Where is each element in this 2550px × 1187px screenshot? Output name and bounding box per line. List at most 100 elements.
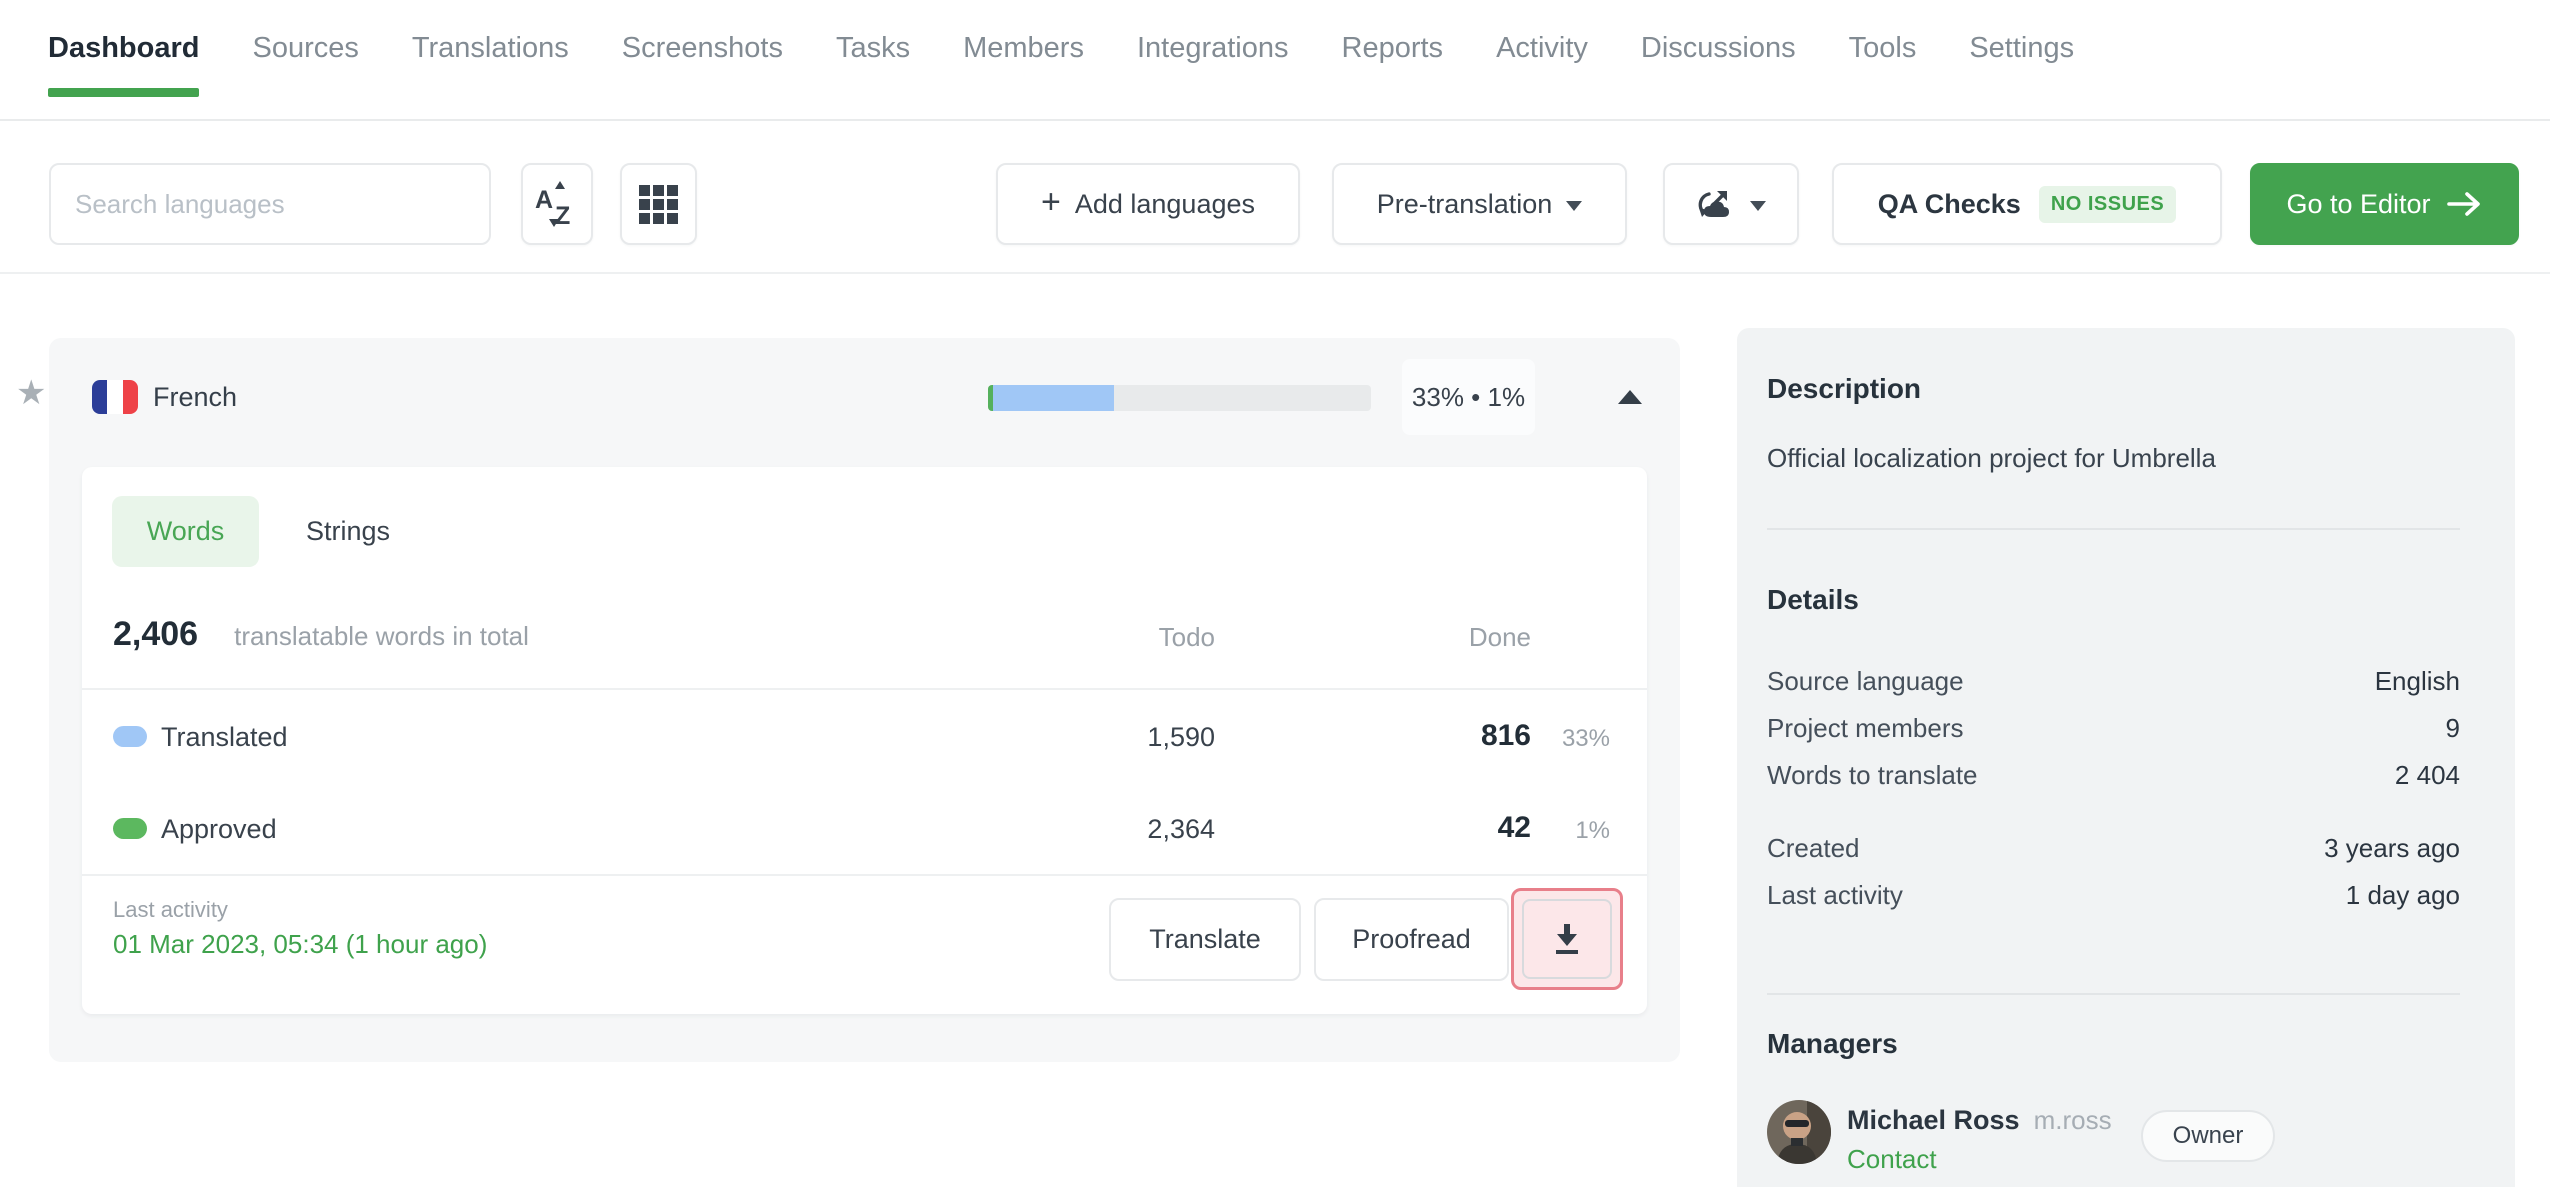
progress-percentage-badge: 33% • 1% — [1402, 359, 1535, 435]
detail-row: Words to translate 2 404 — [1767, 752, 2460, 799]
nav-tab[interactable]: Settings — [1969, 32, 2075, 64]
avatar-photo — [1767, 1100, 1831, 1164]
nav-divider — [0, 119, 2550, 121]
manager-name-row: Michael Ross m.ross — [1847, 1105, 2112, 1136]
nav-tab[interactable]: Translations — [411, 32, 569, 64]
cloud-sync-dropdown[interactable] — [1663, 163, 1799, 245]
proofread-button[interactable]: Proofread — [1314, 898, 1509, 981]
details-title: Details — [1767, 584, 1859, 615]
sort-alphabetical-button[interactable]: A Z — [521, 163, 593, 245]
status-dot-icon — [113, 726, 147, 747]
detail-label: Created — [1767, 833, 1860, 863]
manager-username: m.ross — [2033, 1105, 2112, 1135]
progress-bar — [988, 385, 1371, 411]
stat-done-value: 816 — [1480, 719, 1531, 752]
last-activity-label: Last activity — [113, 897, 228, 922]
favorite-star-icon[interactable]: ★ — [16, 374, 47, 412]
column-header-done: Done — [1468, 622, 1531, 652]
nav-tab[interactable]: Dashboard — [48, 32, 200, 97]
qa-checks-button[interactable]: QA Checks NO ISSUES — [1832, 163, 2222, 245]
stats-rows: Translated 1,590 816 33% Approved 2,364 … — [82, 690, 1647, 874]
stat-todo-value: 1,590 — [1147, 722, 1215, 752]
stats-panel: Words Strings 2,406 translatable words i… — [82, 467, 1647, 1014]
nav-tab[interactable]: Members — [963, 32, 1084, 64]
go-to-editor-button[interactable]: Go to Editor — [2250, 163, 2519, 245]
collapse-card-button[interactable] — [1607, 374, 1653, 420]
language-name: French — [153, 382, 238, 412]
detail-label: Source language — [1767, 666, 1964, 696]
arrow-right-icon — [2446, 192, 2480, 216]
manager-avatar — [1767, 1100, 1831, 1164]
toolbar-divider — [0, 272, 2550, 274]
nav-tab[interactable]: Tasks — [835, 32, 911, 64]
stat-done-value: 42 — [1497, 811, 1531, 844]
pre-translation-dropdown[interactable]: Pre-translation — [1332, 163, 1627, 245]
add-languages-button[interactable]: + Add languages — [996, 163, 1300, 245]
detail-label: Last activity — [1767, 880, 1903, 910]
qa-checks-label: QA Checks — [1877, 188, 2021, 219]
detail-row: Created 3 years ago — [1767, 825, 2460, 872]
pre-translation-label: Pre-translation — [1376, 188, 1553, 219]
total-words-caption: translatable words in total — [234, 621, 529, 651]
sidebar-divider — [1767, 993, 2460, 995]
download-icon — [1556, 924, 1578, 954]
go-to-editor-label: Go to Editor — [2286, 188, 2431, 219]
owner-role-badge: Owner — [2141, 1110, 2275, 1162]
panel-divider — [82, 688, 1647, 690]
sort-az-icon: A Z — [535, 181, 570, 227]
stat-row: Translated 1,590 816 33% — [82, 690, 1647, 782]
download-button[interactable] — [1522, 899, 1612, 979]
manager-contact-link[interactable]: Contact — [1847, 1144, 1937, 1174]
detail-label: Project members — [1767, 713, 1964, 743]
details-group-activity: Created 3 years ago Last activity 1 day … — [1767, 825, 2460, 919]
nav-tab[interactable]: Activity — [1496, 32, 1588, 64]
language-card-french: French 33% • 1% Words Strings 2,406 tran… — [49, 338, 1680, 1062]
grid-icon — [639, 184, 678, 224]
nav-tab[interactable]: Discussions — [1640, 32, 1796, 64]
chevron-down-icon — [1750, 201, 1766, 211]
chevron-up-icon — [1618, 390, 1642, 404]
description-title: Description — [1767, 373, 1922, 404]
main-nav: Dashboard Sources Translations Screensho… — [48, 32, 2074, 97]
tab-strings[interactable]: Strings — [306, 516, 391, 546]
grid-view-button[interactable] — [620, 163, 697, 245]
stat-row: Approved 2,364 42 1% — [82, 782, 1647, 874]
detail-value: 9 — [2445, 713, 2460, 743]
translate-button[interactable]: Translate — [1109, 898, 1301, 981]
plus-icon: + — [1040, 183, 1061, 221]
nav-tab[interactable]: Reports — [1341, 32, 1444, 64]
detail-row: Source language English — [1767, 658, 2460, 705]
totals-row: 2,406 translatable words in total — [113, 615, 529, 654]
qa-status-badge: NO ISSUES — [2038, 185, 2177, 223]
chevron-down-icon — [1566, 201, 1583, 211]
detail-value: 3 years ago — [2324, 833, 2460, 863]
download-highlight-annotation — [1511, 888, 1623, 990]
nav-tab[interactable]: Sources — [252, 32, 359, 64]
status-dot-icon — [113, 818, 147, 839]
total-words-count: 2,406 — [113, 615, 199, 653]
nav-tab[interactable]: Integrations — [1136, 32, 1289, 64]
add-languages-label: Add languages — [1074, 188, 1255, 219]
nav-tab[interactable]: Tools — [1848, 32, 1917, 64]
detail-value: English — [2374, 666, 2460, 696]
sidebar-divider — [1767, 528, 2460, 530]
nav-tab[interactable]: Screenshots — [621, 32, 783, 64]
search-input[interactable] — [49, 163, 491, 245]
stat-label: Translated — [161, 722, 288, 752]
stat-label: Approved — [161, 814, 277, 844]
manager-name: Michael Ross — [1847, 1105, 2020, 1135]
progress-translated-segment — [993, 385, 1114, 411]
column-header-todo: Todo — [1158, 622, 1215, 652]
progress-approved-segment — [988, 385, 993, 411]
panel-divider — [82, 874, 1647, 876]
managers-title: Managers — [1767, 1028, 1898, 1059]
detail-row: Project members 9 — [1767, 705, 2460, 752]
tab-words[interactable]: Words — [112, 496, 259, 567]
last-activity-link[interactable]: 01 Mar 2023, 05:34 (1 hour ago) — [113, 929, 488, 959]
stat-todo-value: 2,364 — [1147, 814, 1215, 844]
stat-percent-value: 1% — [1575, 817, 1610, 844]
detail-value: 1 day ago — [2345, 880, 2460, 910]
unit-tabs: Words Strings — [112, 496, 390, 567]
detail-row: Last activity 1 day ago — [1767, 872, 2460, 919]
